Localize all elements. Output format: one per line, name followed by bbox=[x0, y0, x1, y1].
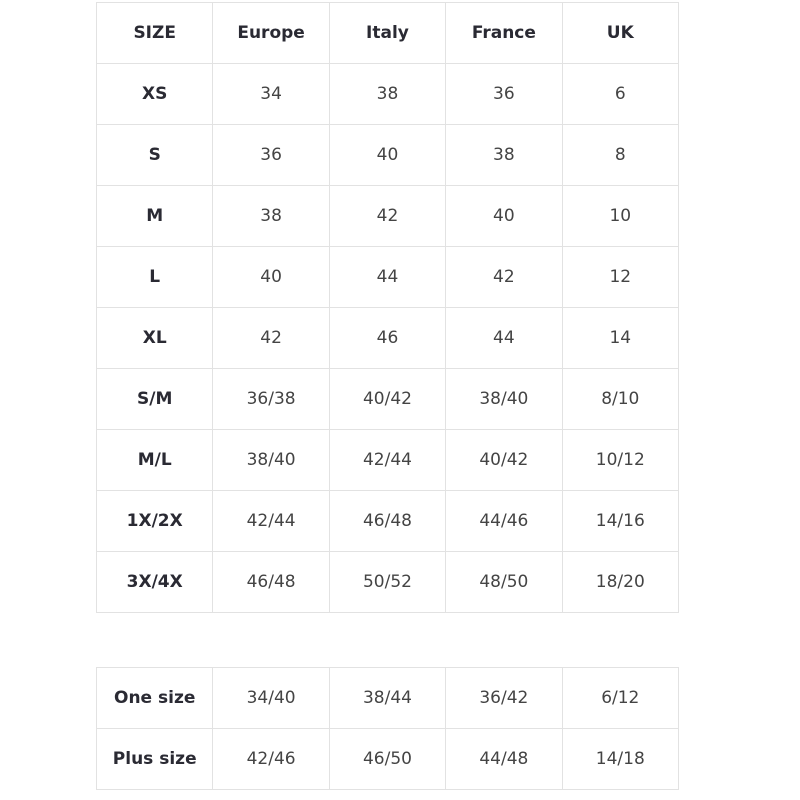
size-label-cell: M bbox=[95, 185, 214, 247]
size-value-cell: 42 bbox=[445, 246, 563, 308]
size-value-cell: 36/38 bbox=[212, 368, 330, 430]
size-value-cell: 10 bbox=[561, 185, 680, 247]
size-label-cell: One size bbox=[95, 667, 214, 729]
table-row: XS 34 38 36 6 bbox=[95, 63, 680, 125]
table-row: XL 42 46 44 14 bbox=[95, 307, 680, 369]
size-label-cell: XS bbox=[95, 63, 214, 125]
size-value-cell: 12 bbox=[561, 246, 680, 308]
size-value-cell: 40 bbox=[328, 124, 447, 186]
size-value-cell: 48/50 bbox=[445, 551, 563, 613]
size-value-cell: 38 bbox=[445, 124, 563, 186]
size-value-cell: 18/20 bbox=[561, 551, 680, 613]
size-value-cell: 36 bbox=[212, 124, 330, 186]
size-label-cell: XL bbox=[95, 307, 214, 369]
size-value-cell: 42/44 bbox=[212, 490, 330, 552]
size-value-cell: 46/48 bbox=[212, 551, 330, 613]
size-chart-table: SIZE Europe Italy France UK XS 34 38 36 6 S 36 40 38… bbox=[95, 2, 680, 613]
size-value-cell: 6/12 bbox=[561, 667, 680, 729]
size-value-cell: 44 bbox=[328, 246, 447, 308]
column-header-france: France bbox=[445, 2, 563, 64]
column-header-europe: Europe bbox=[212, 2, 330, 64]
size-value-cell: 42 bbox=[328, 185, 447, 247]
size-value-cell: 44 bbox=[445, 307, 563, 369]
size-value-cell: 42 bbox=[212, 307, 330, 369]
size-value-cell: 8/10 bbox=[561, 368, 680, 430]
size-value-cell: 42/46 bbox=[212, 728, 330, 790]
size-value-cell: 36 bbox=[445, 63, 563, 125]
size-label-cell: M/L bbox=[95, 429, 214, 491]
size-label-cell: L bbox=[95, 246, 214, 308]
table-row: 1X/2X 42/44 46/48 44/46 14/16 bbox=[95, 490, 680, 552]
size-value-cell: 44/46 bbox=[445, 490, 563, 552]
table-row: L 40 44 42 12 bbox=[95, 246, 680, 308]
size-value-cell: 34 bbox=[212, 63, 330, 125]
size-value-cell: 6 bbox=[561, 63, 680, 125]
size-value-cell: 38/40 bbox=[212, 429, 330, 491]
size-value-cell: 14/16 bbox=[561, 490, 680, 552]
table-row: S 36 40 38 8 bbox=[95, 124, 680, 186]
column-header-uk: UK bbox=[561, 2, 680, 64]
size-value-cell: 38 bbox=[212, 185, 330, 247]
table-row: S/M 36/38 40/42 38/40 8/10 bbox=[95, 368, 680, 430]
size-value-cell: 42/44 bbox=[328, 429, 447, 491]
size-value-cell: 36/42 bbox=[445, 667, 563, 729]
size-value-cell: 10/12 bbox=[561, 429, 680, 491]
size-label-cell: S/M bbox=[95, 368, 214, 430]
size-value-cell: 40/42 bbox=[328, 368, 447, 430]
size-label-cell: 3X/4X bbox=[95, 551, 214, 613]
table-row: One size 34/40 38/44 36/42 6/12 bbox=[95, 667, 680, 729]
size-value-cell: 14 bbox=[561, 307, 680, 369]
size-value-cell: 46/48 bbox=[328, 490, 447, 552]
table-row: M/L 38/40 42/44 40/42 10/12 bbox=[95, 429, 680, 491]
size-label-cell: S bbox=[95, 124, 214, 186]
table-row: Plus size 42/46 46/50 44/48 14/18 bbox=[95, 728, 680, 790]
column-header-italy: Italy bbox=[328, 2, 447, 64]
size-value-cell: 8 bbox=[561, 124, 680, 186]
size-value-cell: 34/40 bbox=[212, 667, 330, 729]
size-value-cell: 40/42 bbox=[445, 429, 563, 491]
special-sizes-table: One size 34/40 38/44 36/42 6/12 Plus size 42/4… bbox=[95, 667, 680, 790]
size-label-cell: 1X/2X bbox=[95, 490, 214, 552]
size-value-cell: 46 bbox=[328, 307, 447, 369]
size-value-cell: 38 bbox=[328, 63, 447, 125]
size-value-cell: 40 bbox=[212, 246, 330, 308]
size-value-cell: 38/44 bbox=[328, 667, 447, 729]
size-value-cell: 46/50 bbox=[328, 728, 447, 790]
table-row: M 38 42 40 10 bbox=[95, 185, 680, 247]
column-header-size: SIZE bbox=[95, 2, 214, 64]
size-value-cell: 14/18 bbox=[561, 728, 680, 790]
size-value-cell: 44/48 bbox=[445, 728, 563, 790]
size-value-cell: 40 bbox=[445, 185, 563, 247]
size-value-cell: 50/52 bbox=[328, 551, 447, 613]
size-label-cell: Plus size bbox=[95, 728, 214, 790]
size-value-cell: 38/40 bbox=[445, 368, 563, 430]
table-row: 3X/4X 46/48 50/52 48/50 18/20 bbox=[95, 551, 680, 613]
header-row: SIZE Europe Italy France UK bbox=[95, 2, 680, 64]
